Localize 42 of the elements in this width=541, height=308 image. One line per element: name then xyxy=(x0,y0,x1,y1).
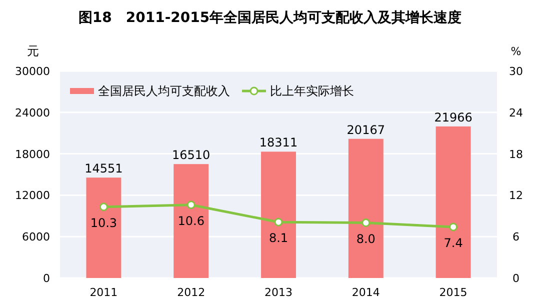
legend-label: 全国居民人均可支配收入 xyxy=(98,84,230,98)
data-label: 8.0 xyxy=(356,232,376,246)
y-tick-label: 30000 xyxy=(15,65,50,78)
x-tick-label: 2011 xyxy=(90,286,118,299)
y2-tick-label: 24 xyxy=(509,106,523,120)
y-tick-label: 18000 xyxy=(15,148,50,161)
point xyxy=(186,200,196,210)
chart-title: 图18 2011-2015年全国居民人均可支配收入及其增长速度 xyxy=(78,9,462,26)
y2-tick-label: 0 xyxy=(512,272,520,285)
y2-tick-label: 30 xyxy=(509,65,523,78)
data-label: 20167 xyxy=(346,122,385,137)
y2-tick-label: 6 xyxy=(512,230,520,244)
y2-tick-label: 18 xyxy=(509,148,523,161)
y-tick-label: 6000 xyxy=(22,230,50,244)
x-tick-label: 2012 xyxy=(177,286,206,299)
data-label: 10.3 xyxy=(90,216,118,230)
data-label: 7.4 xyxy=(444,236,463,250)
bar xyxy=(348,138,384,278)
data-label: 10.6 xyxy=(178,214,204,228)
y-axis-title: 元 xyxy=(27,44,39,58)
x-tick-label: 2013 xyxy=(264,286,292,299)
bar xyxy=(174,164,209,278)
data-label: 14551 xyxy=(84,162,123,176)
legend-label: 比上年实际增长 xyxy=(270,84,354,98)
y-tick-label: 0 xyxy=(43,272,50,285)
data-label: 16510 xyxy=(172,148,210,162)
data-label: 18311 xyxy=(259,136,298,150)
y-tick-label: 12000 xyxy=(15,189,50,202)
data-label: 21966 xyxy=(434,110,472,124)
point xyxy=(274,218,283,226)
data-label: 8.1 xyxy=(268,231,288,246)
y2-tick-label: 12 xyxy=(509,189,523,202)
bar xyxy=(261,152,296,278)
point xyxy=(362,218,370,228)
point xyxy=(99,202,108,212)
x-tick-label: 2015 xyxy=(439,286,468,299)
y2-axis-title: % xyxy=(510,45,522,58)
x-tick-label: 2014 xyxy=(352,286,380,299)
bar xyxy=(436,126,471,278)
y-tick-label: 24000 xyxy=(15,106,50,120)
bar xyxy=(86,178,122,278)
point xyxy=(449,222,458,232)
